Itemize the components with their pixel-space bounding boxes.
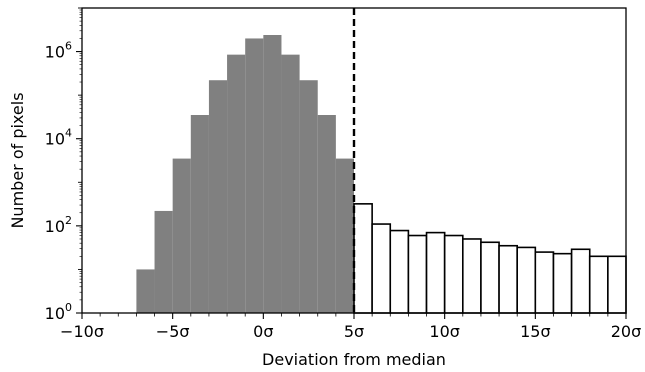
bars-layer — [136, 35, 627, 314]
y-tick-label: 102 — [45, 214, 72, 236]
x-tick-label: 15σ — [520, 322, 551, 341]
histogram-bar-inlier-1 — [154, 210, 173, 313]
y-tick-label: 100 — [45, 301, 72, 323]
histogram-bar-outlier-10 — [534, 251, 555, 314]
y-axis-label: Number of pixels — [8, 92, 27, 228]
histogram-bar-inlier-11 — [335, 158, 354, 313]
x-axis-label: Deviation from median — [262, 350, 446, 369]
x-tick-label: 5σ — [344, 322, 364, 341]
histogram-bar-inlier-0 — [136, 269, 155, 313]
x-tick-label: −5σ — [156, 322, 190, 341]
histogram-bar-outlier-3 — [407, 234, 428, 314]
histogram-bar-inlier-4 — [208, 80, 228, 313]
histogram-bar-inlier-9 — [299, 80, 318, 313]
x-axis: −10σ −5σ 0σ 5σ 10σ 15σ 20σ — [60, 313, 641, 341]
histogram-bar-inlier-7 — [263, 35, 282, 314]
histogram-bar-outlier-5 — [443, 234, 464, 314]
histogram-bar-outlier-7 — [480, 241, 500, 314]
histogram-bar-outlier-12 — [570, 248, 591, 314]
histogram-bar-inlier-6 — [245, 38, 264, 314]
histogram-bar-outlier-1 — [371, 223, 392, 314]
histogram-bar-outlier-0 — [353, 203, 373, 314]
y-tick-label: 104 — [45, 127, 72, 149]
histogram-bar-inlier-2 — [172, 158, 191, 313]
histogram-bar-outlier-11 — [552, 252, 573, 314]
x-tick-label: −10σ — [60, 322, 104, 341]
histogram-bar-outlier-8 — [498, 244, 519, 314]
histogram-bar-outlier-4 — [425, 231, 446, 314]
histogram-bar-outlier-2 — [389, 229, 410, 314]
x-tick-label: 0σ — [253, 322, 273, 341]
histogram-bar-inlier-3 — [190, 115, 209, 314]
histogram-bar-inlier-10 — [317, 115, 336, 314]
histogram-bar-outlier-9 — [516, 246, 537, 314]
x-tick-label: 20σ — [611, 322, 642, 341]
y-tick-label: 106 — [45, 40, 72, 62]
x-tick-label: 10σ — [429, 322, 460, 341]
histogram-bar-inlier-5 — [227, 54, 246, 313]
y-axis: 100 102 104 106 — [45, 7, 82, 323]
histogram-bar-inlier-8 — [281, 54, 300, 313]
histogram-bar-outlier-13 — [588, 255, 609, 314]
histogram-bar-outlier-14 — [607, 255, 627, 314]
histogram-bar-outlier-6 — [461, 238, 482, 314]
